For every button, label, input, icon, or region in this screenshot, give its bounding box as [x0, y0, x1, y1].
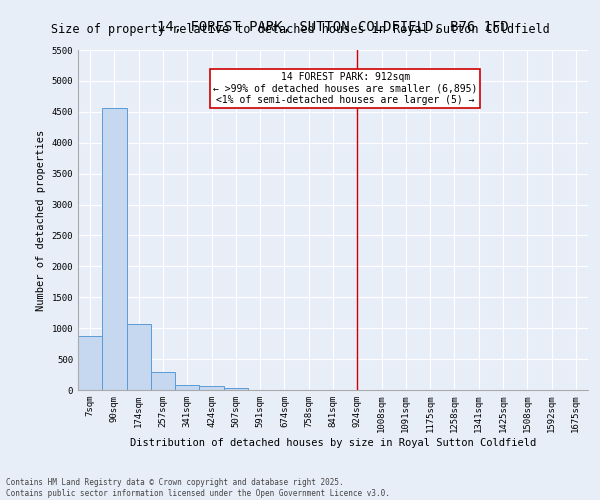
Bar	[199, 386, 224, 390]
Bar	[78, 336, 102, 390]
Bar	[175, 386, 199, 390]
Bar	[224, 388, 248, 390]
Text: Contains HM Land Registry data © Crown copyright and database right 2025.
Contai: Contains HM Land Registry data © Crown c…	[6, 478, 390, 498]
Bar	[127, 324, 151, 390]
Text: Size of property relative to detached houses in Royal Sutton Coldfield: Size of property relative to detached ho…	[50, 22, 550, 36]
Bar	[151, 372, 175, 390]
Title: 14, FOREST PARK, SUTTON COLDFIELD, B76 1FD: 14, FOREST PARK, SUTTON COLDFIELD, B76 1…	[157, 20, 509, 34]
Text: 14 FOREST PARK: 912sqm
← >99% of detached houses are smaller (6,895)
<1% of semi: 14 FOREST PARK: 912sqm ← >99% of detache…	[213, 72, 478, 105]
Y-axis label: Number of detached properties: Number of detached properties	[36, 130, 46, 310]
X-axis label: Distribution of detached houses by size in Royal Sutton Coldfield: Distribution of detached houses by size …	[130, 438, 536, 448]
Bar	[102, 108, 127, 390]
